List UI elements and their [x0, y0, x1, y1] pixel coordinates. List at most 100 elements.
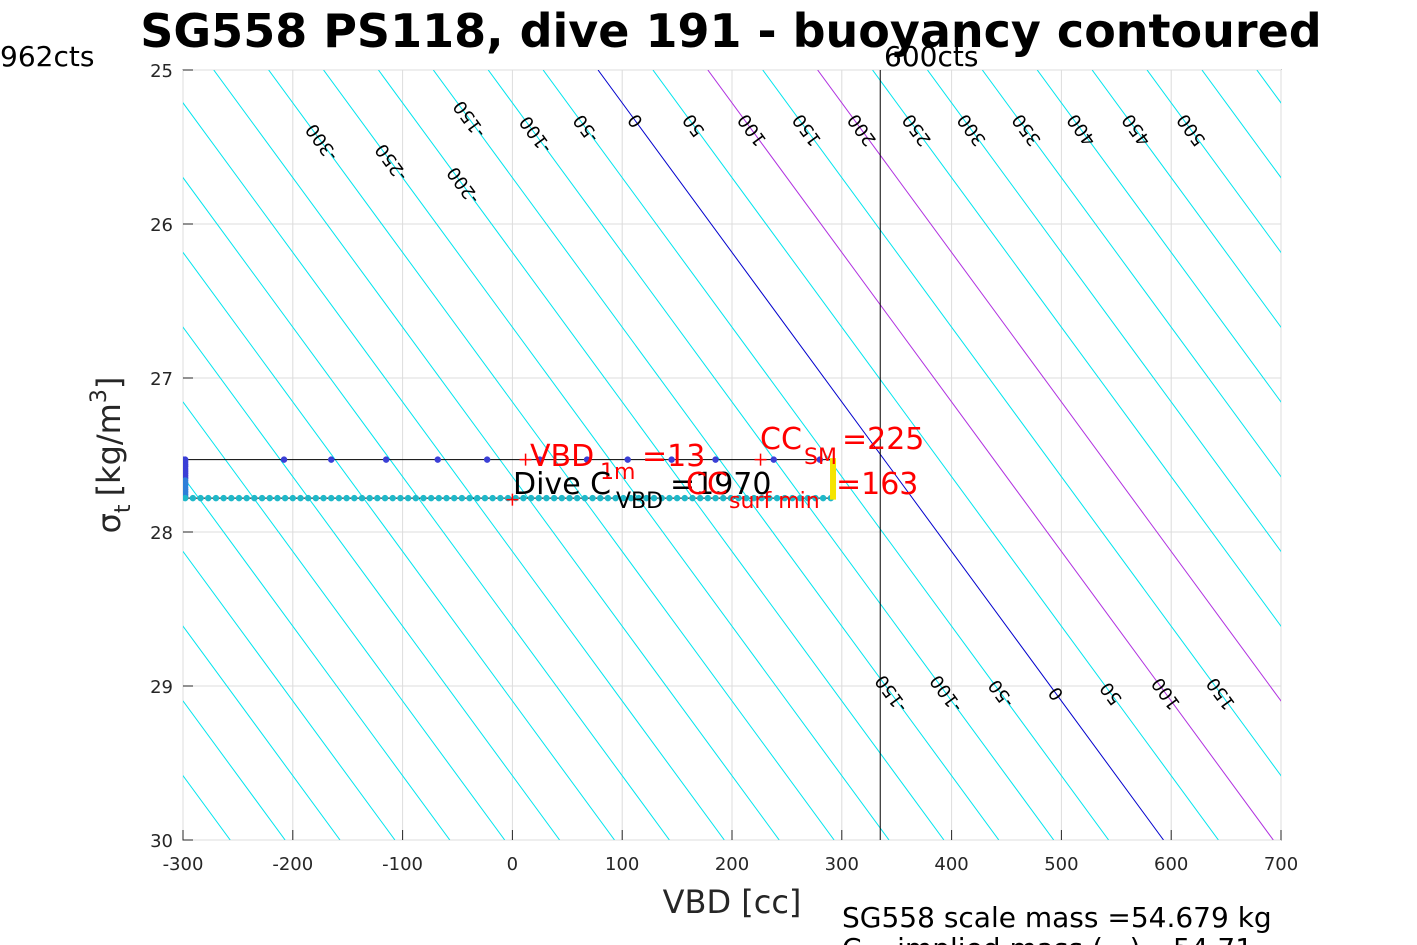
contour-line: [652, 70, 1219, 840]
data-point: [281, 494, 289, 502]
data-point: [650, 494, 658, 502]
contour-line: [183, 102, 725, 840]
data-point: [558, 494, 566, 502]
data-point: [750, 494, 758, 502]
data-point: [427, 494, 435, 502]
data-point: [804, 494, 811, 502]
x-tick-label: -100: [382, 854, 423, 875]
annotation-cc-surf-min: CC surf min =163: [686, 467, 918, 514]
x-tick-label: 0: [507, 854, 518, 875]
svg-text:=13: =13: [642, 439, 705, 474]
data-point: [704, 494, 712, 502]
svg-text:=225: =225: [842, 422, 924, 457]
data-point: [635, 494, 642, 502]
data-point: [668, 456, 675, 463]
data-point: [819, 494, 827, 502]
data-point: [205, 494, 212, 502]
data-point: [658, 494, 665, 502]
data-point: [766, 494, 773, 502]
contour-line: [0, 70, 175, 840]
data-point: [297, 494, 304, 502]
data-point: [320, 494, 327, 502]
data-point: [251, 494, 258, 502]
contour-line: [323, 70, 890, 840]
data-point: [328, 456, 335, 463]
contour-line: [183, 550, 396, 840]
data-point: [681, 494, 688, 502]
data-point: [527, 494, 535, 502]
contour-line: [762, 70, 1281, 777]
data-point: [666, 494, 673, 502]
contour-line: [927, 70, 1281, 553]
right-count-label: 600cts: [884, 40, 978, 73]
x-tick-label: 600: [1154, 854, 1188, 875]
x-axis-label: VBD [cc]: [663, 883, 802, 921]
data-point: [566, 494, 573, 502]
data-point: [474, 494, 481, 502]
data-point: [543, 494, 550, 502]
axis-ticks: -300 -200 -100 0 100 200 300 400 500 600 700 25 26 27…: [150, 61, 1298, 875]
data-point: [258, 494, 266, 502]
y-tick-label: 25: [150, 61, 173, 82]
svg-text:1m: 1m: [600, 460, 635, 485]
data-point: [812, 494, 819, 502]
contour-line: [707, 70, 1274, 840]
data-point: [235, 494, 243, 502]
data-point: [274, 494, 281, 502]
data-point: [212, 494, 220, 502]
y-tick-label: 28: [150, 523, 173, 544]
annotation-dive-c-vbd: Dive C VBD =1970: [513, 467, 771, 514]
contour-line: [1146, 70, 1281, 254]
data-point: [550, 494, 558, 502]
data-point: [220, 494, 227, 502]
y-axis-label: σt[kg/m3]: [87, 377, 136, 534]
x-tick-label: -300: [163, 854, 204, 875]
data-point: [758, 494, 765, 502]
data-point: [183, 494, 189, 502]
data-point: [581, 494, 589, 502]
data-point: [451, 494, 458, 502]
svg-text:VBD: VBD: [530, 439, 594, 474]
data-point: [374, 494, 381, 502]
data-point: [612, 494, 619, 502]
data-point: [351, 494, 358, 502]
data-point: [627, 494, 635, 502]
contour-line: [183, 625, 341, 840]
contour-line: [487, 70, 1055, 840]
x-tick-label: 300: [825, 854, 859, 875]
data-point: [183, 456, 187, 463]
contour-line: [1036, 70, 1281, 403]
x-tick-label: -200: [272, 854, 313, 875]
data-point: [228, 494, 235, 502]
data-point: [481, 494, 489, 502]
contour-line: [183, 401, 506, 840]
contour-line: [542, 70, 1110, 840]
data-point: [312, 494, 320, 502]
data-point: [589, 494, 596, 502]
data-point: [520, 494, 527, 502]
data-point: [712, 494, 719, 502]
x-tick-label: 500: [1044, 854, 1078, 875]
contour-line: [213, 70, 780, 840]
contour-lines: [0, 70, 1417, 840]
data-point: [712, 456, 719, 463]
data-point: [382, 456, 390, 463]
contour-line: [432, 70, 1000, 840]
data-point: [673, 494, 681, 502]
data-point: [489, 494, 496, 502]
data-point: [624, 456, 631, 463]
chart-title: SG558 PS118, dive 191 - buoyancy contour…: [140, 4, 1321, 58]
data-point: [343, 494, 350, 502]
contour-line: [1367, 70, 1417, 840]
data-point: [483, 456, 491, 463]
data-point: [366, 494, 373, 502]
data-point: [573, 494, 581, 502]
scale-mass-text: SG558 scale mass =54.679 kg: [842, 901, 1272, 934]
svg-text:VBD: VBD: [616, 489, 663, 514]
svg-text:CC: CC: [760, 422, 802, 457]
svg-text:Dive C: Dive C: [513, 467, 611, 502]
data-point: [696, 494, 704, 502]
contour-line: [183, 326, 561, 840]
data-point: [280, 456, 288, 463]
